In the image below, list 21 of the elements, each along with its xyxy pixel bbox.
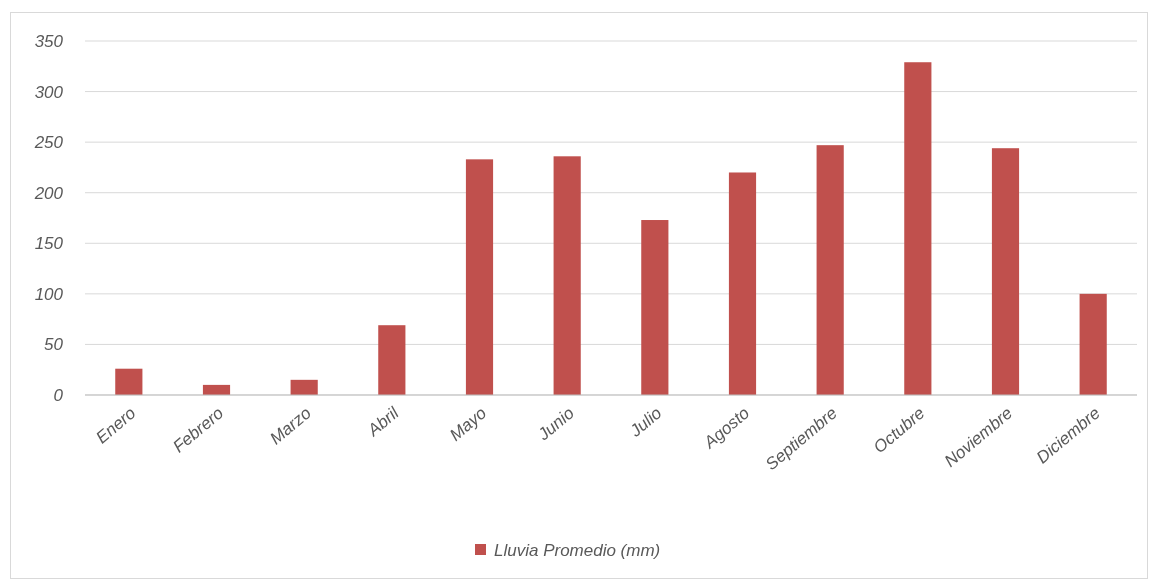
y-tick-label: 200 bbox=[33, 183, 64, 203]
y-tick-label: 100 bbox=[34, 284, 64, 304]
bar bbox=[115, 368, 143, 395]
bar bbox=[904, 62, 932, 395]
bar bbox=[816, 145, 844, 395]
bar bbox=[1079, 293, 1107, 395]
bar bbox=[991, 148, 1020, 395]
bar bbox=[641, 220, 669, 395]
y-tick-label: 0 bbox=[53, 385, 64, 405]
y-tick-label: 250 bbox=[33, 133, 64, 153]
legend-label: Lluvia Promedio (mm) bbox=[494, 540, 661, 560]
bar bbox=[378, 325, 406, 395]
bar bbox=[553, 156, 581, 395]
y-tick-label: 150 bbox=[34, 234, 64, 254]
y-tick-label: 350 bbox=[34, 31, 64, 51]
x-tick-label: Julio bbox=[625, 403, 666, 442]
bar bbox=[465, 159, 494, 395]
y-tick-label: 300 bbox=[34, 82, 64, 102]
bar bbox=[728, 172, 757, 395]
y-tick-label: 50 bbox=[44, 335, 64, 355]
bar bbox=[290, 379, 318, 395]
